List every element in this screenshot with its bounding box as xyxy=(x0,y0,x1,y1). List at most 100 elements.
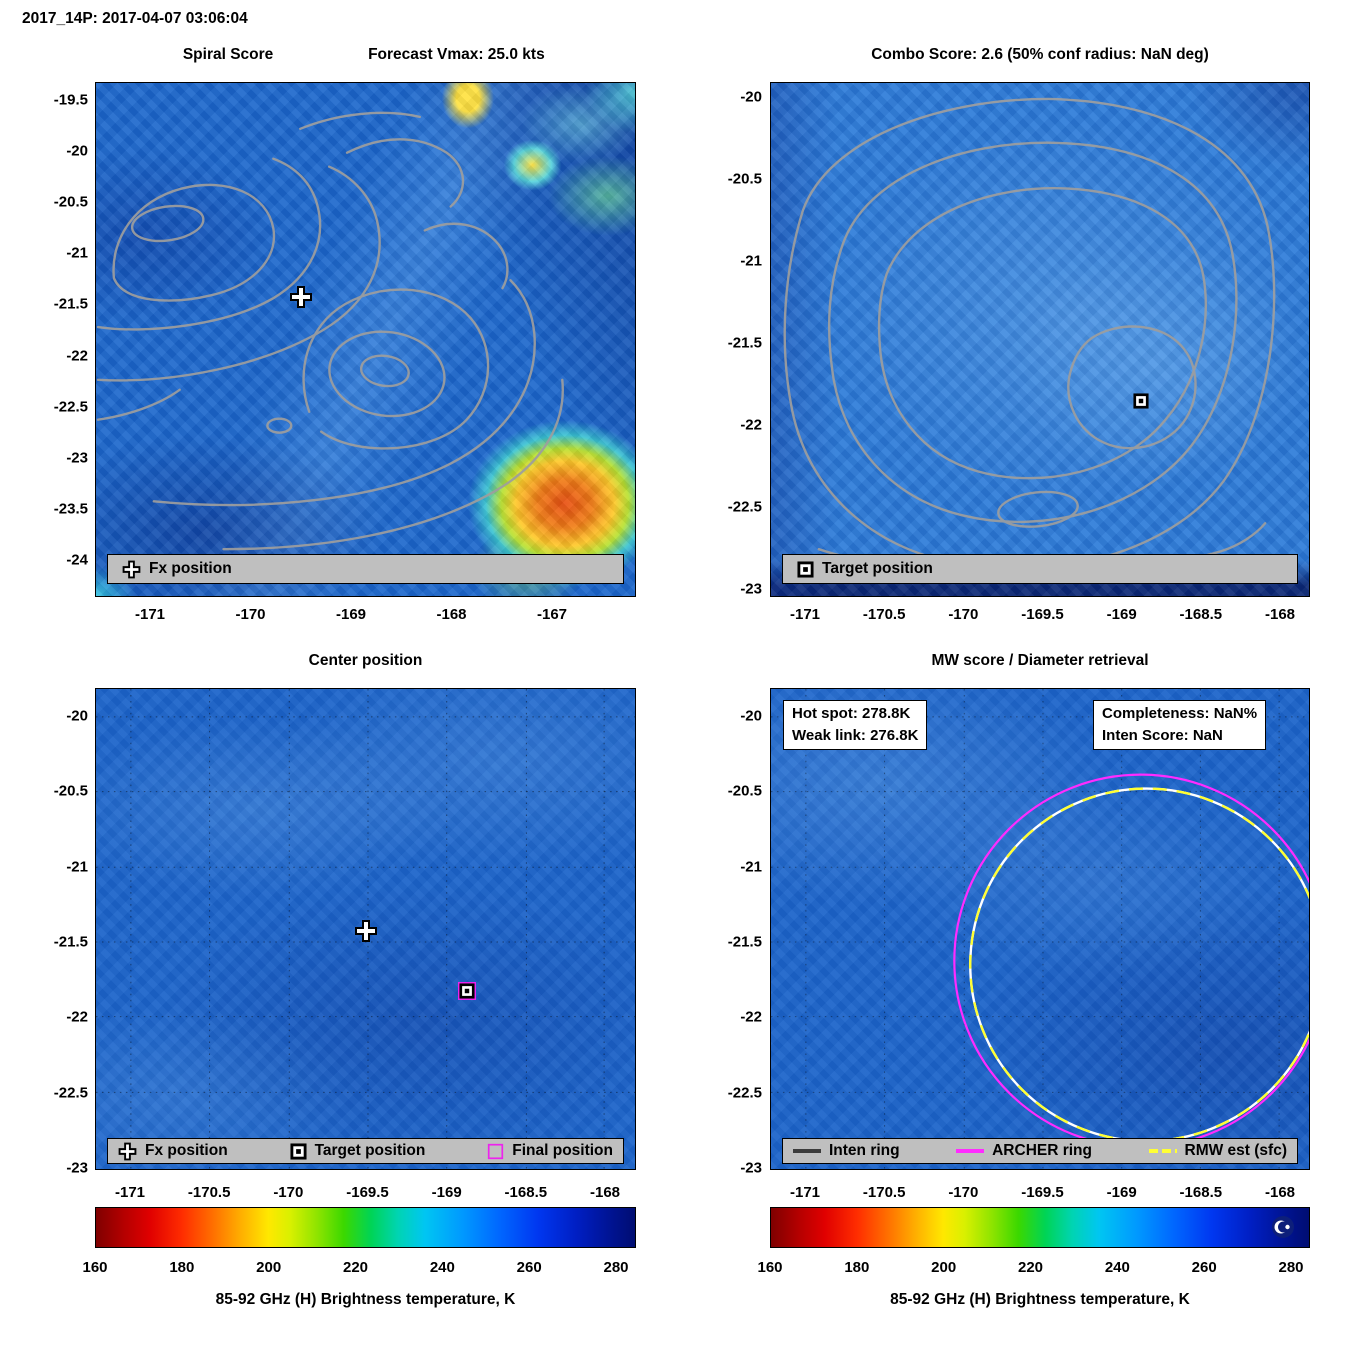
panel1-contours xyxy=(96,111,564,551)
y-tick-label: -22 xyxy=(740,1008,762,1026)
panel4-rings xyxy=(771,689,1309,1169)
final-position-marker xyxy=(457,981,477,1001)
x-tick-label: -169.5 xyxy=(1021,1184,1064,1201)
x-tick-label: -168 xyxy=(589,1184,621,1201)
y-tick-label: -21 xyxy=(66,858,88,876)
y-tick-label: -22 xyxy=(66,1008,88,1026)
legend-label: ARCHER ring xyxy=(992,1142,1092,1159)
x-tick-label: -170 xyxy=(948,606,979,623)
x-tick-label: -170.5 xyxy=(862,1184,906,1201)
legend-item-fx-position: Fx position xyxy=(122,560,232,579)
y-tick-label: -21.5 xyxy=(53,295,88,313)
legend-item-fx-position: Fx position xyxy=(118,1142,228,1161)
fx-position-marker xyxy=(289,285,313,309)
y-tick-label: -21 xyxy=(740,858,762,876)
x-tick-label: 220 xyxy=(1017,1259,1044,1276)
panel1-title: Spiral Score xyxy=(182,46,274,63)
figure-title: 2017_14P: 2017-04-07 03:06:04 xyxy=(22,10,248,27)
x-tick-label: -170.5 xyxy=(862,606,906,623)
x-tick-label: -169.5 xyxy=(1021,606,1064,623)
x-tick-label: -170 xyxy=(948,1184,979,1201)
x-tick-label: -168 xyxy=(436,606,467,623)
x-tick-label: -171 xyxy=(134,606,166,623)
legend-label: Fx position xyxy=(149,560,232,577)
legend-label: Target position xyxy=(822,560,933,577)
fx-position-marker xyxy=(354,919,378,943)
x-tick-label: 180 xyxy=(169,1259,195,1276)
y-tick-label: -23 xyxy=(66,449,88,467)
panel2-title: Combo Score: 2.6 (50% conf radius: NaN d… xyxy=(871,46,1209,63)
completeness-info-box: Completeness: NaN% Inten Score: NaN xyxy=(1093,700,1267,750)
x-tick-label: 220 xyxy=(342,1259,369,1276)
colorbar-right-label: 85-92 GHz (H) Brightness temperature, K xyxy=(890,1291,1190,1308)
x-tick-label: -169 xyxy=(335,606,367,623)
y-tick-label: -23 xyxy=(66,1159,88,1177)
x-tick-label: -169.5 xyxy=(346,1184,389,1201)
y-tick-label: -21.5 xyxy=(727,334,762,352)
y-tick-label: -20.5 xyxy=(53,782,88,800)
x-tick-label: -167 xyxy=(536,606,568,623)
inten-ring-line-icon xyxy=(793,1149,821,1153)
x-tick-label: -168 xyxy=(1264,606,1296,623)
x-tick-label: 260 xyxy=(516,1259,542,1276)
colorbar-left-label: 85-92 GHz (H) Brightness temperature, K xyxy=(215,1291,516,1308)
panel1-title-row: Spiral Score Forecast Vmax: 25.0 kts xyxy=(95,46,636,66)
y-tick-label: -20 xyxy=(66,142,88,160)
x-tick-label: -169 xyxy=(1106,1184,1137,1201)
target-position-marker xyxy=(1133,393,1149,409)
y-tick-label: -22.5 xyxy=(727,1084,762,1102)
x-tick-label: -170 xyxy=(273,1184,304,1201)
legend-label: Inten ring xyxy=(829,1142,900,1159)
y-tick-label: -21 xyxy=(740,252,762,270)
y-tick-label: -20 xyxy=(66,707,88,725)
x-tick-label: -170.5 xyxy=(187,1184,231,1201)
x-tick-label: -171 xyxy=(114,1184,146,1201)
final-square-icon xyxy=(488,1143,504,1159)
panel2-combo-score-map: Target position xyxy=(770,82,1310,597)
panel4-mw-score-map: Hot spot: 278.8K Weak link: 276.8K Compl… xyxy=(770,688,1310,1170)
target-square-icon xyxy=(290,1142,307,1160)
completeness-value: Completeness: NaN% xyxy=(1102,705,1258,722)
x-tick-label: 260 xyxy=(1191,1259,1217,1276)
y-tick-label: -22.5 xyxy=(53,398,88,416)
panel2-y-axis: -20 -20.5 -21 -21.5 -22 -22.5 -23 xyxy=(708,89,762,598)
colorbar-left xyxy=(95,1207,636,1248)
y-tick-label: -20.5 xyxy=(53,193,88,211)
x-tick-label: 280 xyxy=(603,1259,629,1276)
panel1-y-axis: -19.5 -20 -20.5 -21 -21.5 -22 -22.5 -23 -23.5 -24 xyxy=(28,92,88,569)
x-tick-label: -170 xyxy=(235,606,266,623)
x-tick-label: -171 xyxy=(789,1184,821,1201)
y-tick-label: -21.5 xyxy=(727,933,762,951)
x-tick-label: 280 xyxy=(1278,1259,1304,1276)
y-tick-label: -23.5 xyxy=(53,500,88,518)
y-tick-label: -22 xyxy=(740,416,762,434)
x-tick-label: 200 xyxy=(931,1259,957,1276)
x-tick-label: -168.5 xyxy=(1179,606,1223,623)
weak-link-value: Weak link: 276.8K xyxy=(792,726,919,744)
y-tick-label: -22.5 xyxy=(53,1084,88,1102)
panel3-x-axis: -171 -170.5 -170 -169.5 -169 -168.5 -168 xyxy=(115,1184,620,1204)
y-tick-label: -22.5 xyxy=(727,498,762,516)
colorbar-left-ticks: 160 180 200 220 240 260 280 xyxy=(82,1259,628,1279)
archer-ring xyxy=(953,773,1309,1149)
panel4-title: MW score / Diameter retrieval xyxy=(931,652,1149,669)
x-tick-label: 180 xyxy=(844,1259,870,1276)
y-tick-label: -21 xyxy=(66,244,88,262)
x-tick-label: 240 xyxy=(429,1259,455,1276)
x-tick-label: -169 xyxy=(1106,606,1137,623)
fx-cross-icon xyxy=(118,1142,137,1160)
panel4-legend: Inten ring ARCHER ring RMW est (sfc) xyxy=(782,1138,1298,1164)
legend-label: Final position xyxy=(512,1142,613,1159)
fx-cross-icon xyxy=(122,560,141,578)
x-tick-label: 160 xyxy=(82,1259,108,1276)
legend-item-final-position: Final position xyxy=(487,1142,613,1160)
x-tick-label: -168.5 xyxy=(1179,1184,1223,1201)
x-tick-label: 200 xyxy=(256,1259,282,1276)
panel2-contours xyxy=(783,97,1276,578)
y-tick-label: -20.5 xyxy=(727,170,762,188)
hot-spot-value: Hot spot: 278.8K xyxy=(792,705,911,722)
panel3-center-position-map: Fx position Target position Final positi… xyxy=(95,688,636,1170)
panel1-x-axis: -171 -170 -169 -168 -167 xyxy=(135,606,567,626)
y-tick-label: -23 xyxy=(740,1159,762,1177)
